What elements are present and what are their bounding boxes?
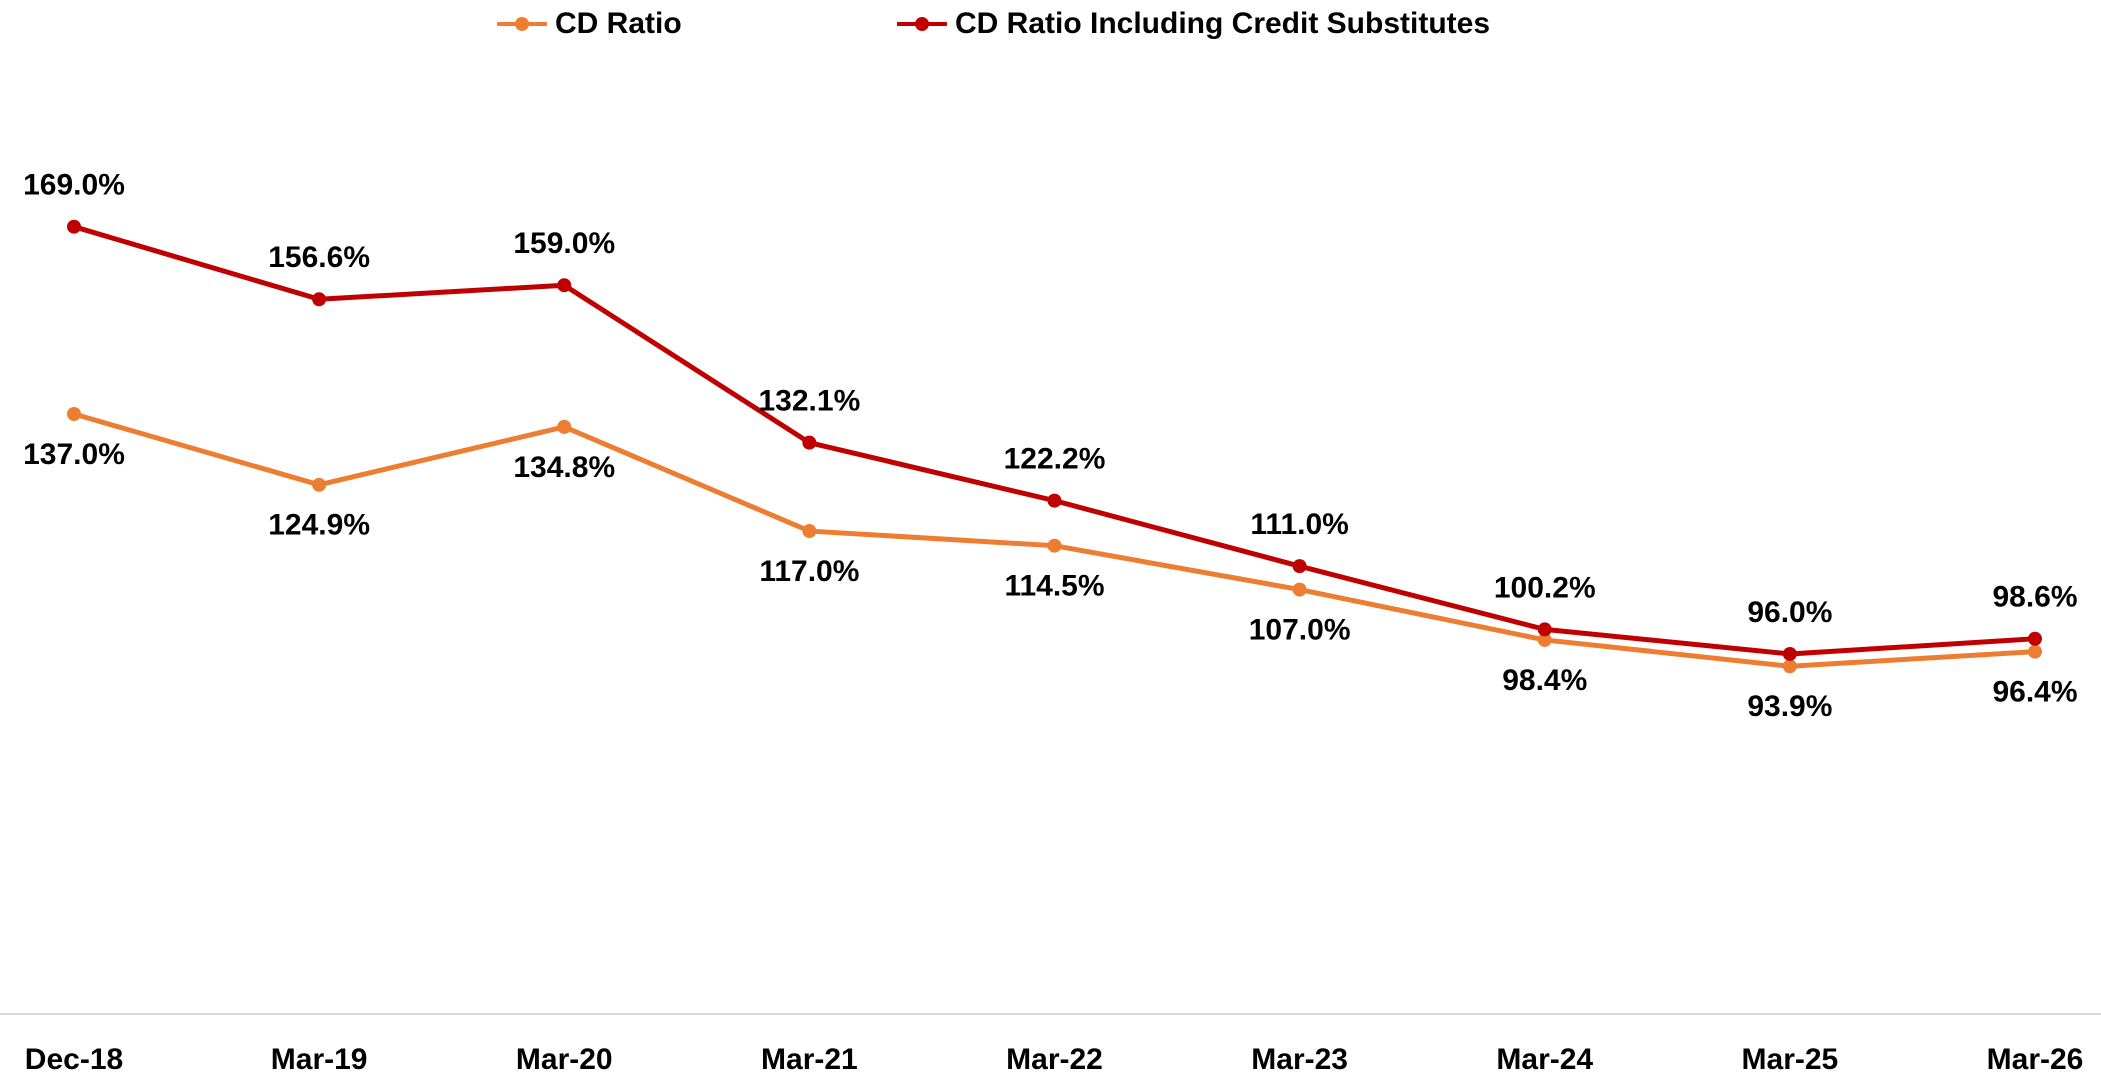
data-label: 111.0% xyxy=(1250,508,1348,541)
data-label: 98.6% xyxy=(1992,581,2077,614)
data-label: 96.0% xyxy=(1747,596,1832,629)
data-point xyxy=(802,524,817,539)
x-tick-label: Mar-23 xyxy=(1251,1043,1348,1076)
data-point xyxy=(2028,644,2042,659)
x-tick-label: Mar-26 xyxy=(1987,1043,2084,1076)
data-label: 159.0% xyxy=(513,227,615,260)
data-label: 122.2% xyxy=(1004,443,1106,476)
data-point xyxy=(2028,631,2042,646)
x-tick-label: Mar-21 xyxy=(761,1043,858,1076)
data-point xyxy=(67,407,81,421)
data-point xyxy=(1782,659,1797,674)
x-tick-label: Mar-19 xyxy=(271,1043,368,1076)
data-label: 96.4% xyxy=(1992,676,2077,709)
data-label: 156.6% xyxy=(268,241,370,274)
data-label: 169.0% xyxy=(23,169,125,202)
legend-label: CD Ratio Including Credit Substitutes xyxy=(955,7,1490,40)
data-point xyxy=(1292,582,1307,597)
data-label: 134.8% xyxy=(513,451,615,484)
data-label: 93.9% xyxy=(1747,690,1832,723)
data-point xyxy=(557,419,572,434)
data-label: 137.0% xyxy=(23,438,125,471)
x-tick-label: Mar-22 xyxy=(1006,1043,1103,1076)
data-point xyxy=(312,292,327,307)
data-label: 117.0% xyxy=(759,555,859,588)
legend-marker xyxy=(515,17,529,31)
data-point xyxy=(1292,559,1307,574)
data-label: 114.5% xyxy=(1004,570,1104,603)
legend-label: CD Ratio xyxy=(555,7,682,40)
data-point xyxy=(1537,622,1552,637)
x-tick-label: Dec-18 xyxy=(25,1043,123,1076)
data-point xyxy=(1047,493,1062,508)
data-point xyxy=(312,477,327,492)
data-point xyxy=(1782,646,1797,661)
x-tick-label: Mar-24 xyxy=(1496,1043,1593,1076)
data-label: 107.0% xyxy=(1249,614,1351,647)
x-tick-label: Mar-25 xyxy=(1742,1043,1839,1076)
data-label: 98.4% xyxy=(1502,664,1587,697)
x-tick-label: Mar-20 xyxy=(516,1043,613,1076)
data-label: 132.1% xyxy=(759,385,861,418)
data-label: 100.2% xyxy=(1494,571,1596,604)
data-point xyxy=(557,278,572,293)
data-point xyxy=(1537,632,1552,647)
data-point xyxy=(802,435,817,450)
data-label: 124.9% xyxy=(268,509,370,542)
data-point xyxy=(1047,538,1062,553)
legend-marker xyxy=(915,17,929,31)
data-point xyxy=(67,219,81,234)
